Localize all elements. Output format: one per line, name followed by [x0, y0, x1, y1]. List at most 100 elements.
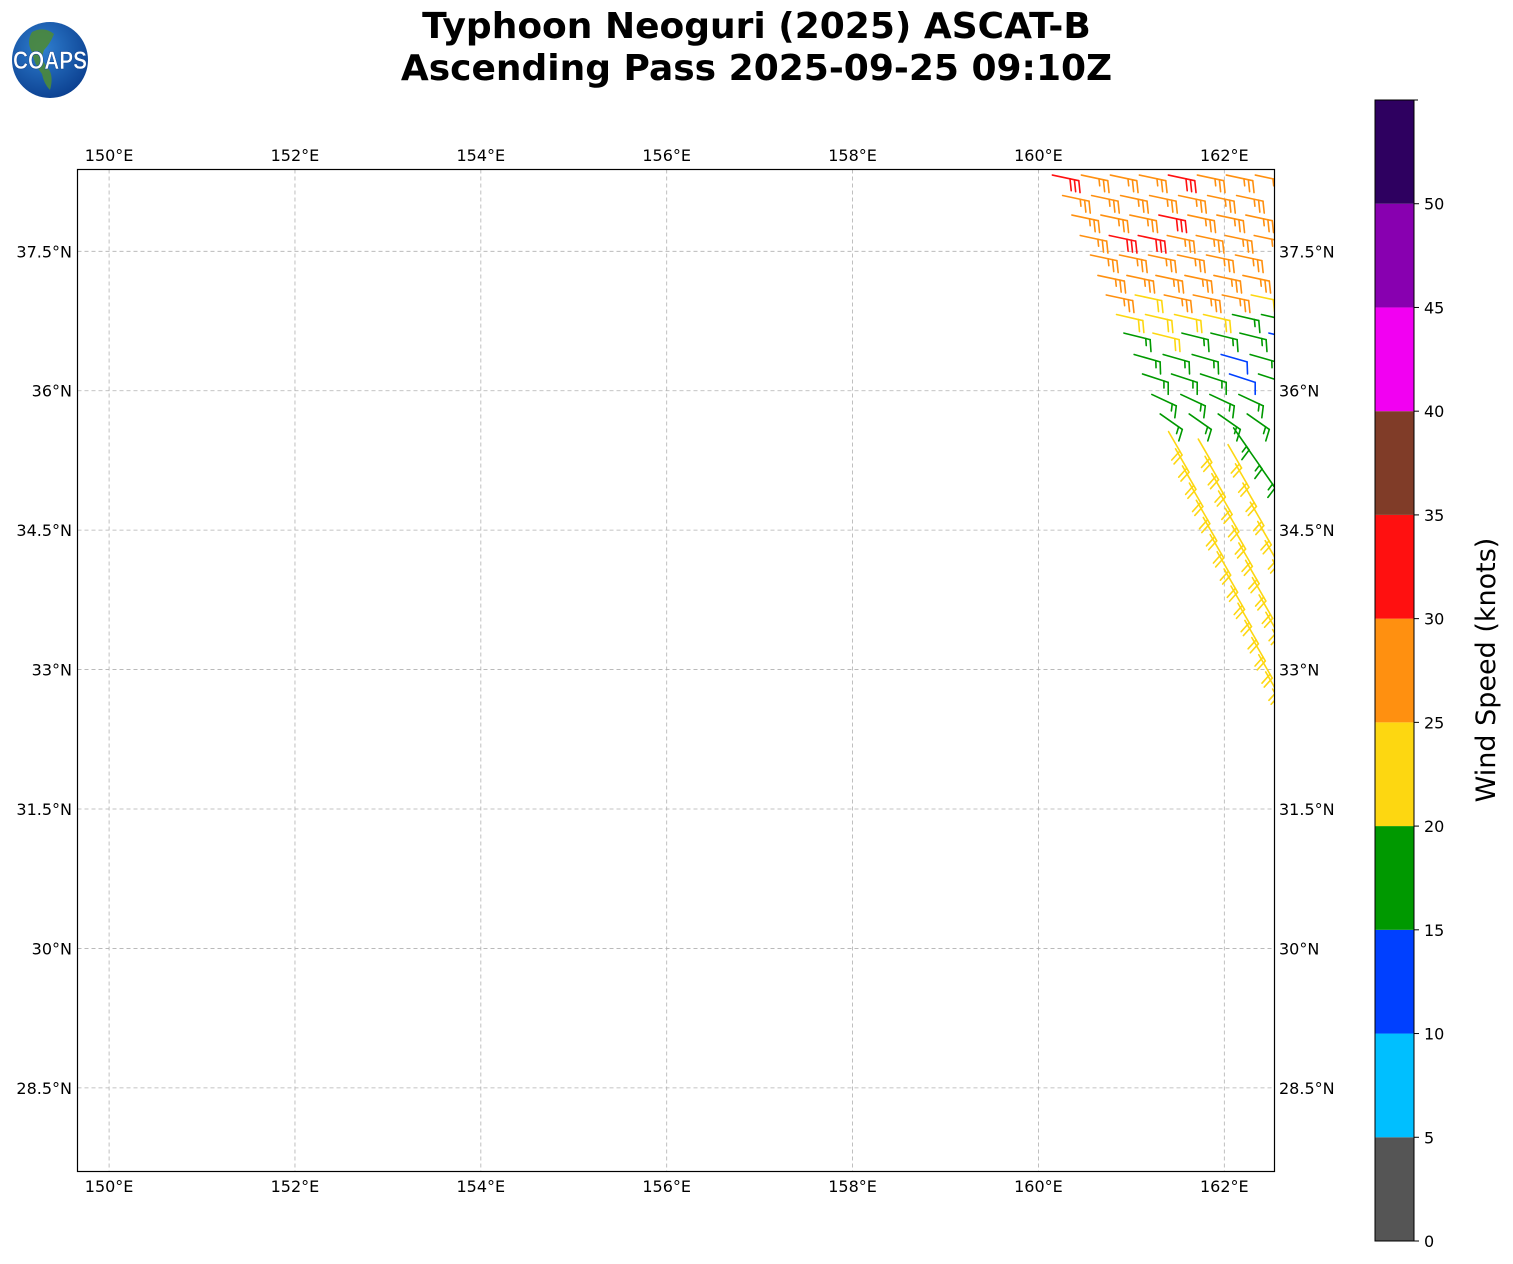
colorbar-tick-label: 0	[1424, 1232, 1434, 1251]
barb-full-tick	[1093, 218, 1096, 233]
barb-full-tick	[1258, 319, 1261, 334]
wind-barb	[1245, 214, 1275, 234]
barb-full-tick	[1251, 179, 1255, 194]
wind-barb	[1089, 254, 1119, 274]
wind-barb	[1079, 234, 1109, 254]
barb-half-tick	[1194, 257, 1197, 267]
barb-full-tick	[1145, 259, 1148, 274]
wind-barb	[1148, 194, 1179, 214]
lat-tick-label-left: 34.5°N	[16, 521, 72, 540]
barb-full-tick	[1218, 299, 1222, 314]
wind-barb	[1199, 373, 1228, 396]
barb-half-tick	[1107, 257, 1110, 267]
barb-full-tick	[1262, 200, 1266, 214]
barb-full-tick	[1105, 240, 1109, 254]
barb-full-tick	[1175, 217, 1179, 232]
wind-barb	[1133, 353, 1162, 375]
barb-half-tick	[1230, 278, 1234, 287]
barb-full-tick	[1130, 239, 1134, 253]
wind-barb	[1232, 427, 1250, 461]
barb-full-tick	[1117, 200, 1121, 214]
wind-barb	[1260, 313, 1275, 319]
wind-barb	[1071, 214, 1101, 234]
wind-barb	[1227, 443, 1243, 478]
wind-barb	[1211, 472, 1227, 507]
barb-full-tick	[1142, 319, 1145, 334]
lat-tick-label-right: 33°N	[1279, 661, 1319, 680]
barb-full-tick	[1245, 501, 1255, 513]
barb-full-tick	[1243, 298, 1247, 313]
barb-full-tick	[1281, 507, 1288, 517]
wind-barb	[1258, 594, 1274, 629]
wind-barb	[1170, 373, 1199, 396]
colorbar-bin	[1375, 722, 1414, 827]
wind-barb	[1264, 539, 1275, 574]
tick-labels: 150°E 150°E 152°E 152°E 154°E 154°E 156°E 156°E…	[16, 146, 1334, 1196]
wind-barb	[1221, 294, 1251, 314]
barb-half-tick	[1123, 297, 1126, 307]
title-line-2: Ascending Pass 2025-09-25 09:10Z	[400, 48, 1113, 89]
barb-full-tick	[1198, 258, 1202, 273]
barb-full-tick	[1227, 527, 1238, 538]
wind-barb	[1257, 373, 1275, 381]
colorbar-bin	[1375, 618, 1414, 723]
wind-barb	[1184, 274, 1214, 294]
barb-half-tick	[1127, 178, 1130, 187]
wind-barbs	[1051, 174, 1288, 706]
wind-barb	[1244, 619, 1260, 654]
wind-barb	[1224, 507, 1240, 542]
barb-full-tick	[1232, 405, 1236, 419]
lon-tick-label-top: 160°E	[1014, 146, 1063, 165]
wind-barb	[1220, 353, 1249, 375]
barb-full-tick	[1163, 240, 1167, 254]
barb-full-tick	[1218, 178, 1222, 193]
barb-full-tick	[1203, 405, 1207, 419]
barb-full-tick	[1271, 219, 1275, 234]
barb-full-tick	[1141, 199, 1145, 213]
wind-barb	[1191, 353, 1220, 375]
barb-full-tick	[1221, 240, 1225, 254]
barb-half-tick	[1204, 426, 1209, 435]
barb-full-tick	[1232, 259, 1235, 274]
colorbar-bin	[1375, 100, 1414, 204]
wind-barb	[1080, 174, 1110, 194]
barb-staff	[1265, 611, 1275, 629]
barb-full-tick	[1127, 298, 1131, 313]
barb-full-tick	[1235, 279, 1238, 293]
colorbar-label: Wind Speed (knots)	[1471, 538, 1502, 803]
wind-barb	[1158, 214, 1188, 234]
wind-barb	[1100, 214, 1130, 234]
barb-full-tick	[1214, 492, 1224, 503]
wind-barb	[1123, 332, 1152, 353]
barb-staff	[1260, 313, 1275, 319]
barb-full-tick	[1257, 600, 1267, 611]
wind-barb	[1197, 438, 1213, 473]
barb-full-tick	[1223, 513, 1233, 525]
barb-full-tick	[1241, 561, 1251, 573]
barb-staff	[1257, 373, 1275, 381]
barb-half-tick	[1137, 198, 1140, 208]
wind-barb	[1231, 313, 1261, 334]
barb-half-tick	[1267, 483, 1274, 491]
wind-barb	[1234, 254, 1264, 274]
barb-full-tick	[1175, 200, 1179, 214]
barb-full-tick	[1207, 338, 1210, 353]
barb-full-tick	[1204, 200, 1208, 214]
wind-barb	[1105, 294, 1135, 314]
barb-full-tick	[1257, 199, 1261, 213]
barb-full-tick	[1256, 258, 1260, 273]
barb-full-tick	[1126, 219, 1130, 234]
barb-full-tick	[1193, 179, 1197, 194]
title-line-1: Typhoon Neoguri (2025) ASCAT-B	[422, 6, 1091, 47]
barb-full-tick	[1246, 239, 1250, 253]
barb-full-tick	[1206, 279, 1209, 293]
lon-tick-label-top: 162°E	[1200, 146, 1249, 165]
barb-full-tick	[1238, 218, 1241, 233]
barb-half-tick	[1199, 403, 1203, 412]
barb-half-tick	[1262, 217, 1266, 227]
wind-barb	[1224, 234, 1254, 254]
colorbar-tick-label: 50	[1424, 195, 1444, 214]
barb-half-tick	[1257, 403, 1261, 412]
barb-half-tick	[1204, 217, 1208, 227]
barb-full-tick	[1122, 218, 1125, 233]
